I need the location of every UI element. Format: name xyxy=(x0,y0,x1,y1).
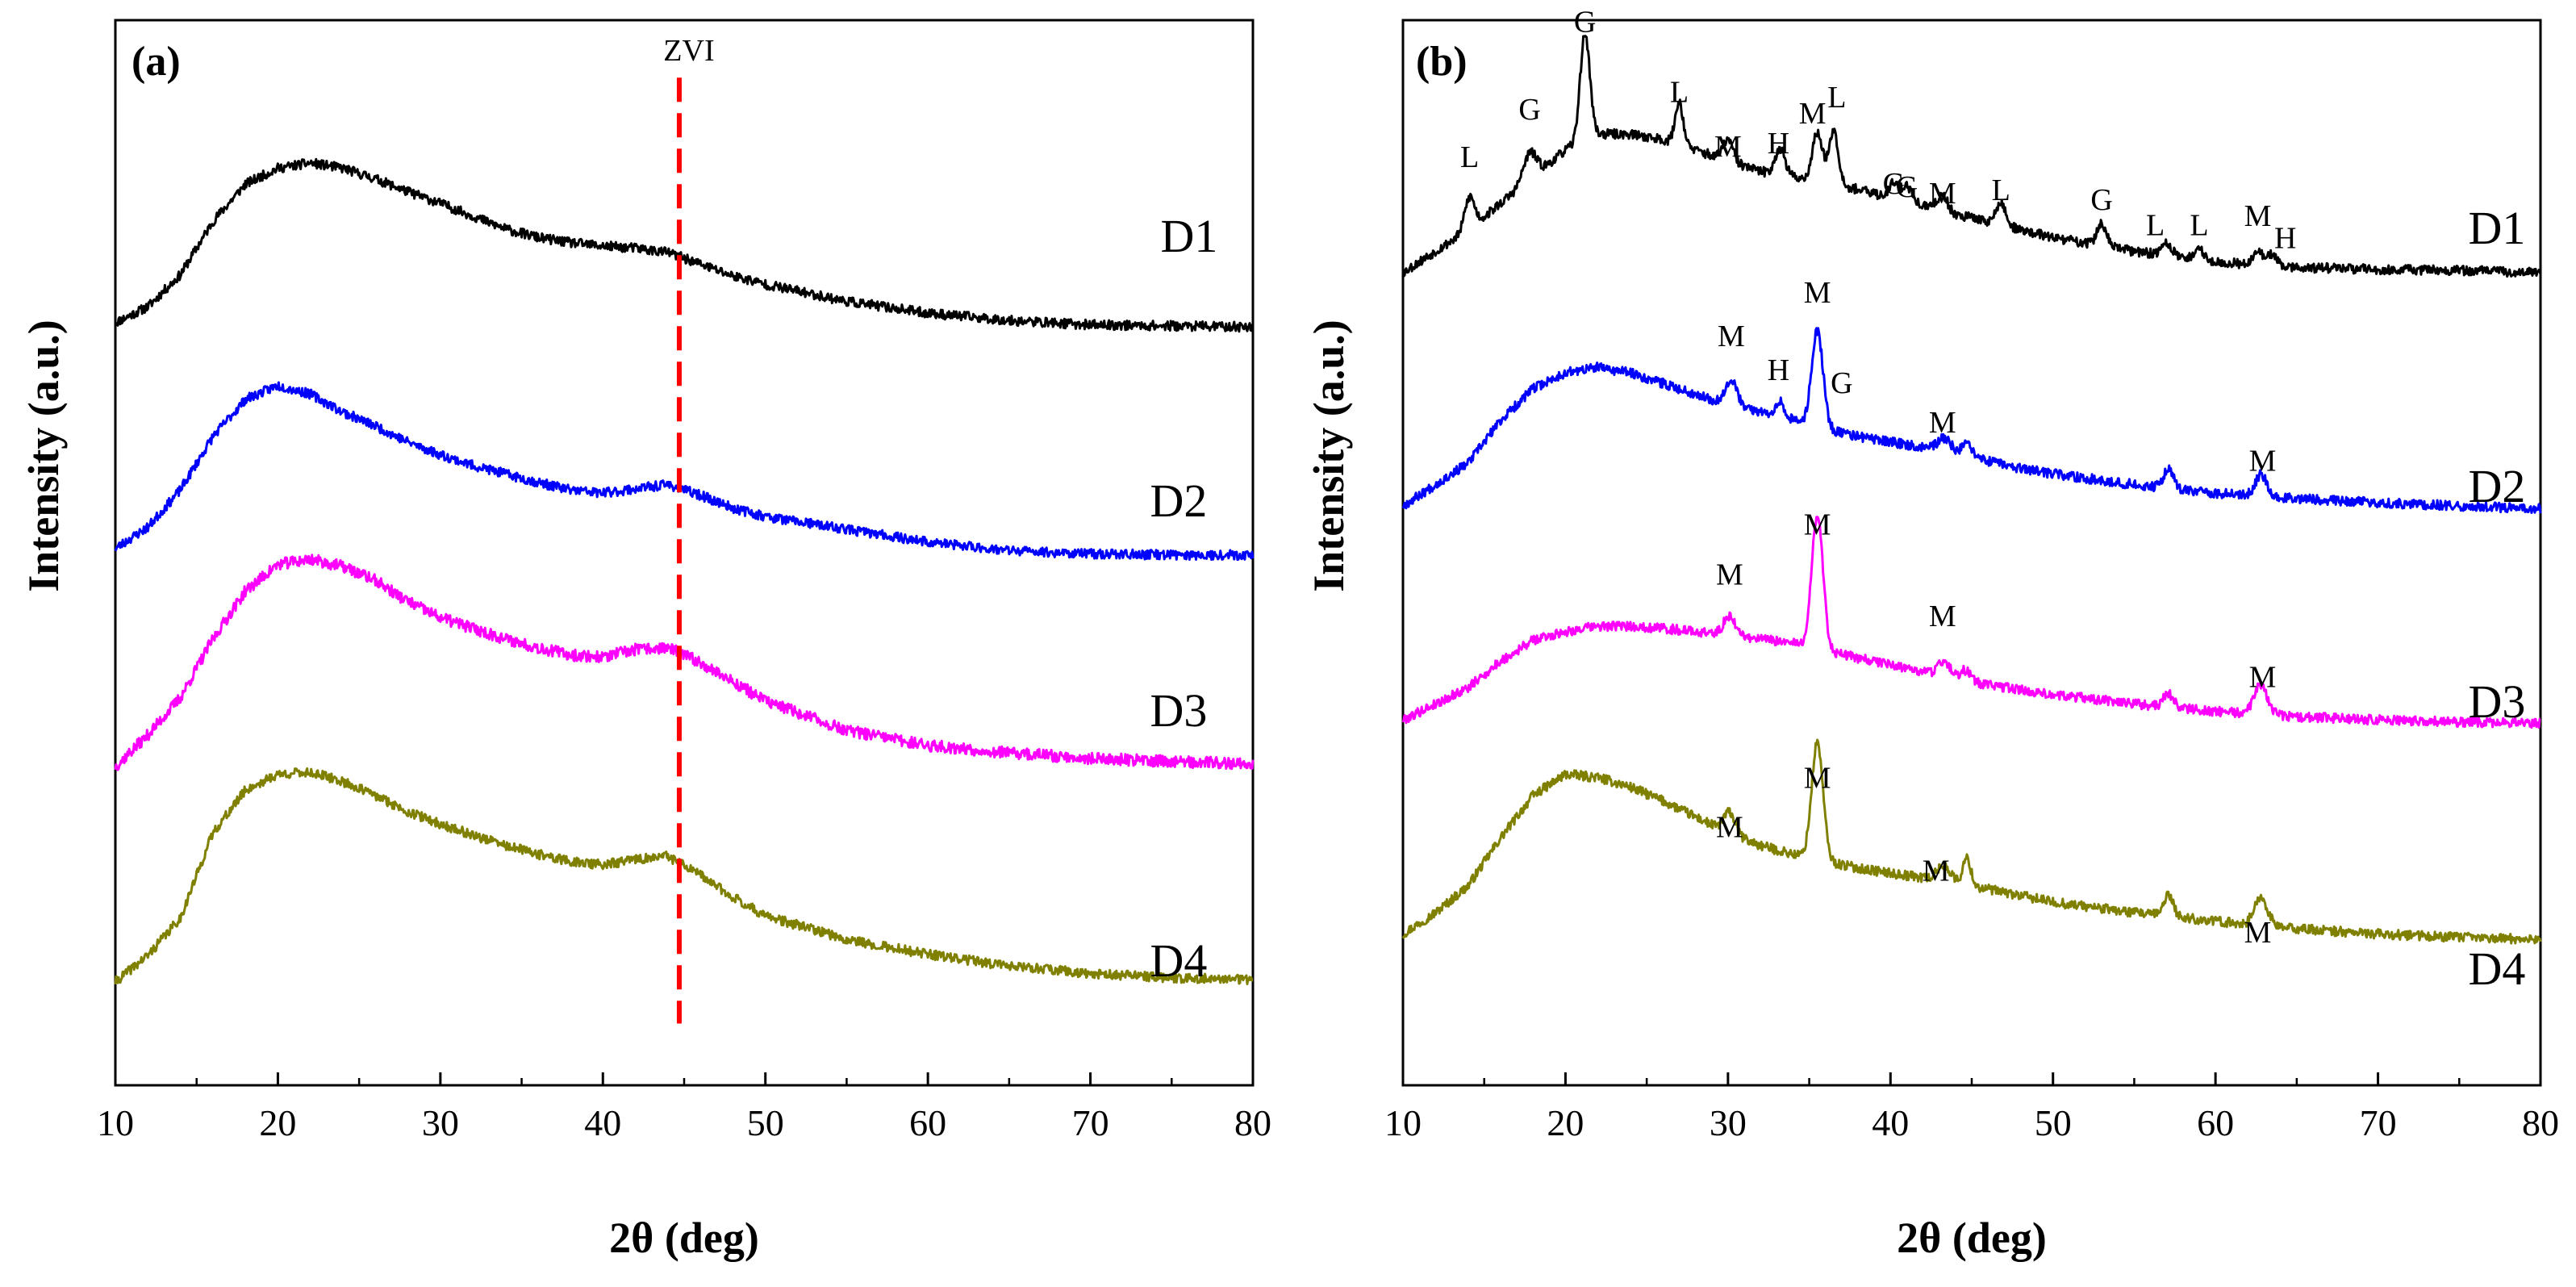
panel-a-y-axis-title: Intensity (a.u.) xyxy=(19,320,68,592)
peak-label-m: M xyxy=(2244,916,2272,950)
series-line-d4 xyxy=(114,767,1254,985)
peak-label-l: L xyxy=(1992,173,2010,207)
panel-b-x-axis-title: 2θ (deg) xyxy=(1897,1214,2047,1262)
peak-label-m: M xyxy=(1929,177,1956,211)
x-tick-label: 20 xyxy=(1547,1102,1584,1143)
peak-label-m: M xyxy=(1923,855,1950,888)
panel-b-series: D1 D2 D3 D4 xyxy=(1401,35,2542,995)
peak-label-m: M xyxy=(1804,508,1831,542)
x-tick-label: 60 xyxy=(2197,1102,2234,1143)
x-tick-label: 30 xyxy=(1710,1102,1747,1143)
series-label-d1: D1 xyxy=(1161,210,1218,262)
peak-label-l: L xyxy=(2146,209,2165,243)
peak-label-m: M xyxy=(1799,97,1827,131)
peak-label-m: M xyxy=(1716,558,1743,592)
series-line-d1 xyxy=(114,157,1255,333)
peak-label-g: G xyxy=(2090,183,2112,217)
peak-label-m: M xyxy=(1716,810,1743,844)
series-line-d4 xyxy=(1401,738,2542,945)
series-label-d2: D2 xyxy=(2469,460,2526,512)
series-label-d2: D2 xyxy=(1150,474,1208,527)
x-tick-label: 40 xyxy=(1872,1102,1909,1143)
x-tick-label: 60 xyxy=(909,1102,946,1143)
panel-a-x-ticks: 10 20 30 40 50 60 70 80 xyxy=(97,1072,1271,1143)
series-line-d1 xyxy=(1401,35,2542,278)
panel-b-frame xyxy=(1401,19,2542,1087)
x-tick-label: 70 xyxy=(2360,1102,2397,1143)
panel-b-label: (b) xyxy=(1416,39,1468,85)
series-label-d4: D4 xyxy=(1150,934,1208,987)
peak-label-g: G xyxy=(1574,6,1596,40)
x-tick-label: 30 xyxy=(422,1102,459,1143)
x-tick-label: 50 xyxy=(2035,1102,2072,1143)
series-label-d3: D3 xyxy=(2469,675,2526,728)
panel-b-y-axis-title: Intensity (a.u.) xyxy=(1305,320,1353,592)
peak-label-h: H xyxy=(2274,221,2296,255)
series-line-d2 xyxy=(114,381,1255,562)
panel-a-x-axis-title: 2θ (deg) xyxy=(609,1214,759,1262)
peak-label-l: L xyxy=(1460,140,1479,174)
peak-label-h: H xyxy=(1768,353,1789,387)
peak-label-g: G xyxy=(1518,93,1540,127)
zvi-label: ZVI xyxy=(663,34,714,68)
x-tick-label: 40 xyxy=(584,1102,621,1143)
peak-label-l: L xyxy=(1670,76,1689,110)
x-tick-label: 10 xyxy=(97,1102,134,1143)
peak-label-m: M xyxy=(2249,660,2277,694)
peak-label-h: H xyxy=(1768,127,1789,161)
peak-label-m: M xyxy=(1929,600,1956,633)
peak-label-g: G xyxy=(1831,366,1852,400)
series-line-d2 xyxy=(1401,327,2542,514)
panel-a-label: (a) xyxy=(132,39,181,85)
peak-label-g: G xyxy=(1883,167,1905,201)
x-tick-label: 10 xyxy=(1384,1102,1422,1143)
series-label-d3: D3 xyxy=(1150,684,1208,737)
peak-label-l: L xyxy=(2190,209,2208,243)
peak-label-m: M xyxy=(1804,276,1831,310)
series-line-d3 xyxy=(1401,516,2541,729)
peak-label-l: L xyxy=(1827,81,1846,115)
panel-b-x-ticks: 10 20 30 40 50 60 70 80 xyxy=(1384,1072,2559,1143)
peak-label-m: M xyxy=(1804,762,1831,796)
series-label-d4: D4 xyxy=(2469,942,2526,995)
x-tick-label: 70 xyxy=(1072,1102,1109,1143)
peak-label-g: G xyxy=(1896,170,1918,204)
peak-label-m: M xyxy=(1718,320,1745,353)
panel-a-series: D1 D2 D3 D4 xyxy=(114,157,1255,987)
peak-label-m: M xyxy=(2249,444,2277,478)
x-tick-label: 20 xyxy=(259,1102,296,1143)
panel-a: 10 20 30 40 50 60 70 80 D1 D2 D3 D4 ZVI (a) Intens… xyxy=(19,19,1271,1262)
x-tick-label: 80 xyxy=(1234,1102,1271,1143)
peak-label-m: M xyxy=(2244,199,2272,233)
peak-label-m: M xyxy=(1929,406,1956,440)
series-line-d3 xyxy=(114,554,1255,771)
x-tick-label: 50 xyxy=(747,1102,784,1143)
x-tick-label: 80 xyxy=(2522,1102,2559,1143)
series-label-d1: D1 xyxy=(2469,202,2526,254)
peak-label-m: M xyxy=(1714,130,1742,164)
